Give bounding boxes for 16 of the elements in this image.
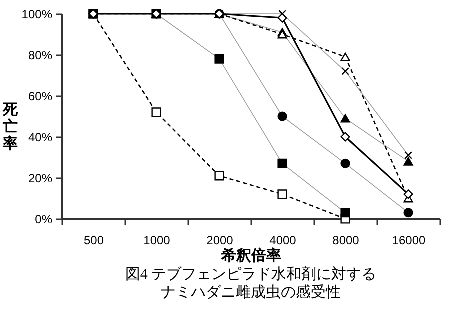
text: 図4 テブフェンピラド水和剤に対する: [125, 266, 377, 283]
x-tick-label: 2000: [206, 234, 234, 248]
x-tick-label: 1000: [144, 234, 171, 248]
text: ナミハダニ雌成虫の感受性: [161, 284, 341, 301]
x-tick-label: 500: [84, 234, 104, 248]
y-tick-label: 100%: [22, 8, 53, 22]
x-tick-label: 16000: [392, 234, 426, 248]
x-tick-label: 8000: [332, 234, 360, 248]
y-tick-label: 80%: [28, 48, 53, 62]
y-tick-label: 0%: [35, 212, 53, 226]
y-tick-label: 20%: [28, 172, 53, 186]
y-tick-label: 40%: [28, 130, 53, 144]
y-tick-label: 60%: [28, 90, 53, 104]
y-axis-title: 死亡率: [2, 102, 19, 152]
x-tick-label: 4000: [270, 234, 297, 248]
x-axis-title: 希釈倍率: [220, 246, 282, 264]
